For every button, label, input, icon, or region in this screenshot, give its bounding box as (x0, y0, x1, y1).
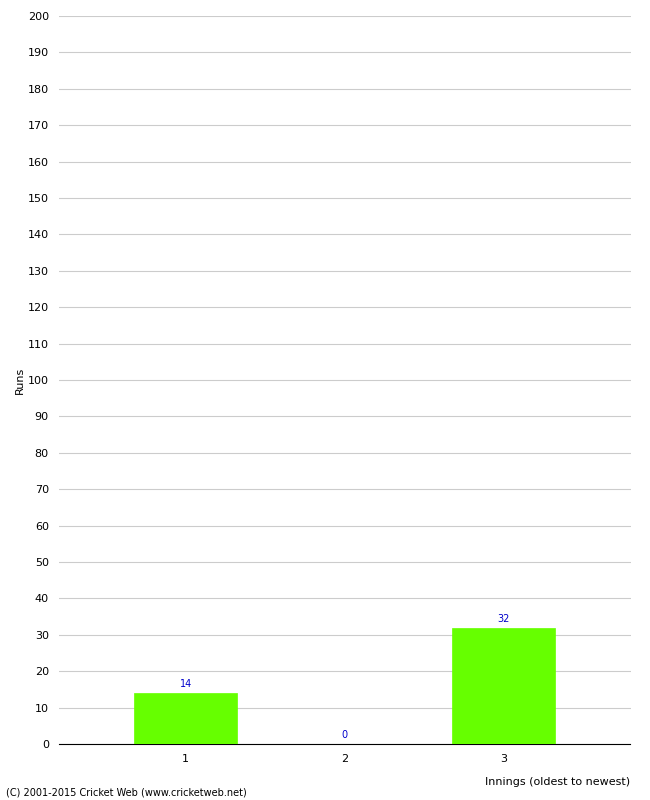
Bar (134, 693, 237, 744)
Text: 32: 32 (497, 614, 510, 624)
Text: (C) 2001-2015 Cricket Web (www.cricketweb.net): (C) 2001-2015 Cricket Web (www.cricketwe… (6, 787, 247, 798)
Y-axis label: Runs: Runs (15, 366, 25, 394)
Text: 14: 14 (179, 679, 192, 690)
Text: 0: 0 (341, 730, 348, 740)
Bar (452, 627, 555, 744)
Text: Innings (oldest to newest): Innings (oldest to newest) (486, 777, 630, 786)
